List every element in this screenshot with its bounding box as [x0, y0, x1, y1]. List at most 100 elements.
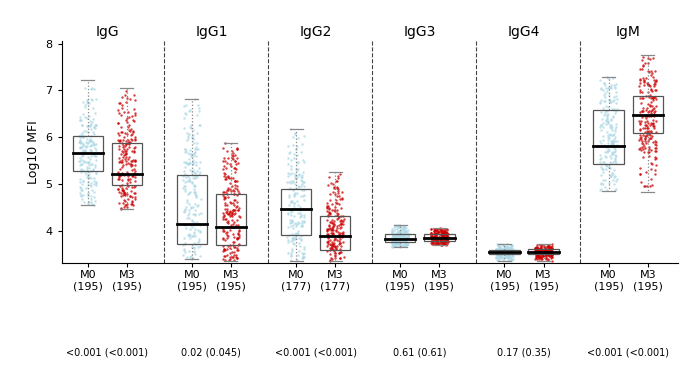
Point [500, 247, 511, 253]
Point [395, 232, 406, 238]
Point [289, 234, 300, 240]
Point [219, 200, 230, 206]
Point [82, 98, 93, 104]
Point [188, 222, 199, 228]
Point [546, 250, 557, 256]
Point [228, 153, 239, 159]
Point [431, 235, 442, 241]
Point [609, 152, 620, 158]
Point [635, 171, 646, 177]
Point [390, 243, 401, 249]
Point [296, 174, 307, 180]
Point [184, 160, 195, 166]
Point [121, 169, 132, 175]
Point [230, 177, 241, 183]
Point [226, 155, 237, 161]
Point [437, 228, 448, 234]
Point [645, 56, 656, 62]
Point [401, 241, 412, 247]
Point [605, 165, 616, 171]
Point [193, 165, 204, 171]
Point [184, 201, 195, 207]
Point [123, 109, 134, 115]
Point [327, 256, 338, 262]
Point [180, 204, 191, 210]
Point [491, 249, 502, 255]
Point [323, 223, 334, 229]
Point [433, 231, 444, 237]
Point [88, 152, 99, 158]
Point [400, 230, 411, 236]
Point [88, 139, 99, 145]
Point [289, 130, 300, 136]
Point [387, 240, 398, 246]
Point [495, 248, 506, 254]
Point [609, 97, 620, 103]
Point [501, 252, 512, 258]
Point [217, 229, 228, 235]
Point [433, 240, 444, 246]
Point [336, 249, 347, 255]
Point [640, 122, 651, 128]
Point [287, 240, 298, 246]
Point [490, 254, 501, 260]
Point [535, 255, 546, 261]
Point [221, 190, 232, 196]
Point [643, 68, 653, 74]
Point [643, 125, 653, 131]
Point [121, 138, 132, 144]
Point [495, 249, 506, 255]
Point [283, 237, 294, 243]
Point [75, 193, 86, 199]
Point [192, 112, 203, 118]
Point [545, 250, 556, 256]
Point [394, 244, 405, 250]
Point [430, 233, 441, 239]
Point [218, 210, 229, 216]
Point [532, 249, 543, 255]
Point [178, 243, 189, 249]
Point [601, 162, 612, 168]
Point [113, 120, 124, 126]
Point [232, 203, 242, 209]
Point [546, 243, 557, 249]
Point [184, 178, 195, 184]
Point [226, 209, 237, 215]
Point [427, 238, 438, 244]
Point [228, 231, 239, 237]
Point [395, 243, 406, 249]
Point [86, 183, 97, 189]
Point [595, 187, 606, 193]
Point [179, 159, 190, 165]
Point [88, 194, 99, 200]
Point [438, 237, 449, 243]
Point [399, 227, 410, 233]
Point [77, 153, 88, 159]
Point [502, 244, 513, 250]
Point [605, 123, 616, 129]
Point [228, 258, 239, 264]
Point [638, 143, 649, 149]
Point [495, 246, 506, 252]
Point [225, 180, 236, 186]
Point [113, 137, 124, 143]
Point [333, 223, 344, 229]
Point [335, 229, 346, 235]
Point [228, 244, 239, 250]
Point [435, 238, 446, 244]
Point [504, 256, 515, 262]
Point [284, 207, 295, 213]
Point [390, 237, 401, 243]
Point [184, 188, 195, 194]
Point [649, 105, 660, 111]
Point [127, 202, 138, 208]
Point [188, 159, 199, 165]
Point [86, 199, 97, 205]
Point [87, 116, 98, 122]
Point [504, 252, 515, 258]
Point [606, 141, 616, 147]
Point [82, 143, 92, 149]
Point [113, 110, 124, 116]
Point [113, 176, 124, 182]
Point [188, 135, 199, 141]
